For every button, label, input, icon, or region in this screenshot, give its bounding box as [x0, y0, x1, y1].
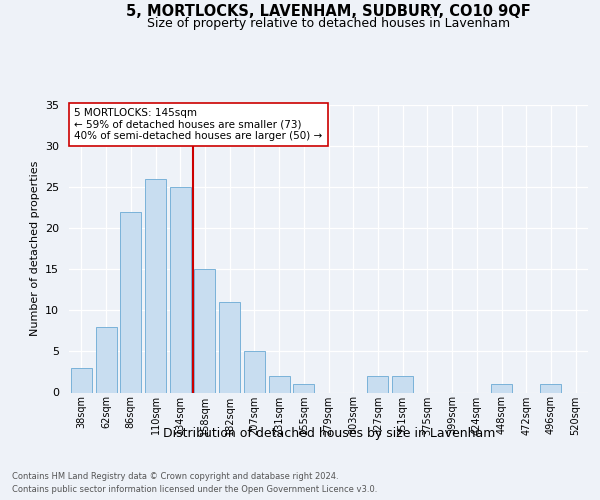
Bar [219, 302, 240, 392]
Bar [269, 376, 290, 392]
Text: 5, MORTLOCKS, LAVENHAM, SUDBURY, CO10 9QF: 5, MORTLOCKS, LAVENHAM, SUDBURY, CO10 9Q… [127, 4, 531, 18]
Text: Size of property relative to detached houses in Lavenham: Size of property relative to detached ho… [147, 18, 511, 30]
Bar [170, 187, 191, 392]
Bar [194, 270, 215, 392]
Bar [367, 376, 388, 392]
Bar [491, 384, 512, 392]
Bar [120, 212, 141, 392]
Bar [95, 327, 116, 392]
Bar [244, 352, 265, 393]
Text: Contains HM Land Registry data © Crown copyright and database right 2024.: Contains HM Land Registry data © Crown c… [12, 472, 338, 481]
Bar [541, 384, 562, 392]
Text: Distribution of detached houses by size in Lavenham: Distribution of detached houses by size … [163, 428, 495, 440]
Bar [293, 384, 314, 392]
Text: 5 MORTLOCKS: 145sqm
← 59% of detached houses are smaller (73)
40% of semi-detach: 5 MORTLOCKS: 145sqm ← 59% of detached ho… [74, 108, 322, 141]
Y-axis label: Number of detached properties: Number of detached properties [29, 161, 40, 336]
Bar [392, 376, 413, 392]
Bar [145, 179, 166, 392]
Text: Contains public sector information licensed under the Open Government Licence v3: Contains public sector information licen… [12, 484, 377, 494]
Bar [71, 368, 92, 392]
